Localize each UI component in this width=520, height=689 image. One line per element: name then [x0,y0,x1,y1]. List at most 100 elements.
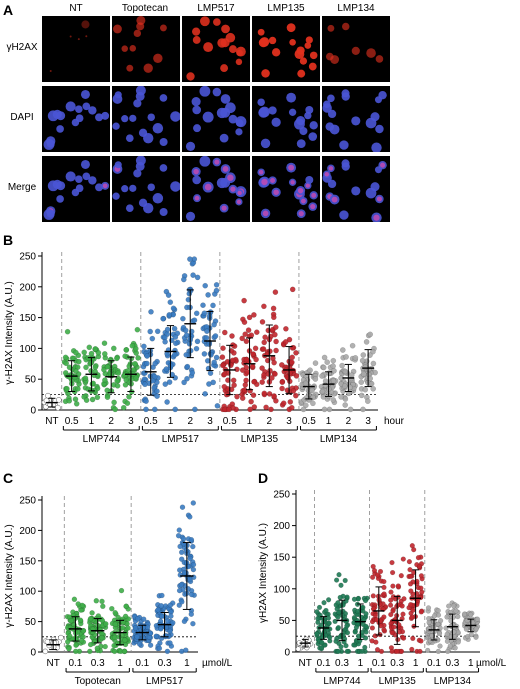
y-tick-label: 250 [19,496,36,507]
data-point [104,363,111,370]
data-point [330,363,336,369]
data-point [75,385,81,392]
data-point [182,327,189,334]
data-point [189,369,196,376]
data-point [270,314,277,321]
data-point [358,379,365,386]
series-3 [109,587,132,655]
data-point [179,599,185,605]
x-unit-label: µmol/L [476,658,507,669]
data-point [446,603,452,609]
data-point [401,596,407,602]
data-point [66,646,72,652]
data-point [373,639,379,645]
data-point [83,364,89,371]
data-point [160,315,166,322]
micrograph-lmp134-γh2ax [322,16,390,82]
data-point [342,402,349,408]
series-7 [424,605,444,655]
data-point [75,358,82,365]
data-point [396,629,403,635]
data-point [80,628,87,634]
data-point [64,328,71,335]
data-point [180,276,187,283]
data-point [73,642,79,648]
y-tick-label: 100 [273,584,290,595]
data-point [410,635,416,642]
data-point [114,382,121,389]
group-label: LMP517 [146,676,184,687]
data-point [390,608,396,614]
data-point [437,618,444,624]
data-point [374,647,381,653]
data-point [122,372,128,379]
data-point [396,622,402,628]
data-point [293,373,300,379]
data-point [122,381,129,388]
data-point [230,377,237,384]
data-point [395,583,401,589]
data-point [242,331,249,338]
data-point [142,381,148,388]
data-point [321,406,328,413]
data-point [164,618,171,624]
data-point [260,346,267,352]
data-point [184,363,191,370]
data-point [452,645,458,651]
data-point [261,303,267,310]
data-point [363,339,370,345]
data-point [94,645,101,652]
data-point [171,352,178,358]
data-point [178,549,185,556]
data-point [111,642,117,649]
series-5 [140,308,161,413]
data-point [129,342,136,349]
x-tick-label: 3 [286,416,292,427]
data-point [86,344,93,351]
data-point [325,597,332,603]
data-point [259,379,266,385]
data-point [94,394,101,401]
data-point [172,334,179,340]
y-tick-label: 0 [284,648,290,659]
data-point [122,353,128,360]
series-0 [41,392,62,411]
data-point [118,587,125,594]
data-point [103,621,109,627]
panel-c-letter: C [3,470,14,486]
y-tick-label: 200 [273,521,290,532]
data-point [272,371,278,377]
group-label: LMP135 [379,676,417,687]
x-tick-label: 0.1 [135,658,149,669]
data-point [473,626,479,632]
data-point [408,588,414,594]
data-point [425,605,432,611]
row-label-merge: Merge [7,182,37,193]
data-point [259,365,265,371]
data-point [167,299,174,306]
group-bracket: LMP744 [315,668,369,687]
series-1 [61,328,82,407]
data-point [349,342,356,349]
data-point [87,648,93,655]
data-point [187,576,193,583]
data-point [407,573,414,579]
data-point [71,596,78,603]
x-tick-label: 0.5 [144,416,158,427]
data-point [115,370,122,376]
data-point [364,398,371,405]
row-label-gh2ax: γH2AX [6,42,38,53]
x-tick-label: 0.1 [68,658,82,669]
series-7 [180,256,201,413]
data-point [360,604,366,611]
data-point [316,604,323,611]
data-point [58,634,64,641]
data-point [453,608,459,614]
series-6 [406,543,425,655]
x-tick-label: 1 [468,658,474,669]
data-point [112,621,119,628]
data-point [370,593,376,599]
data-point [147,328,154,335]
column-label-nt: NT [69,3,83,14]
data-point [398,573,404,579]
